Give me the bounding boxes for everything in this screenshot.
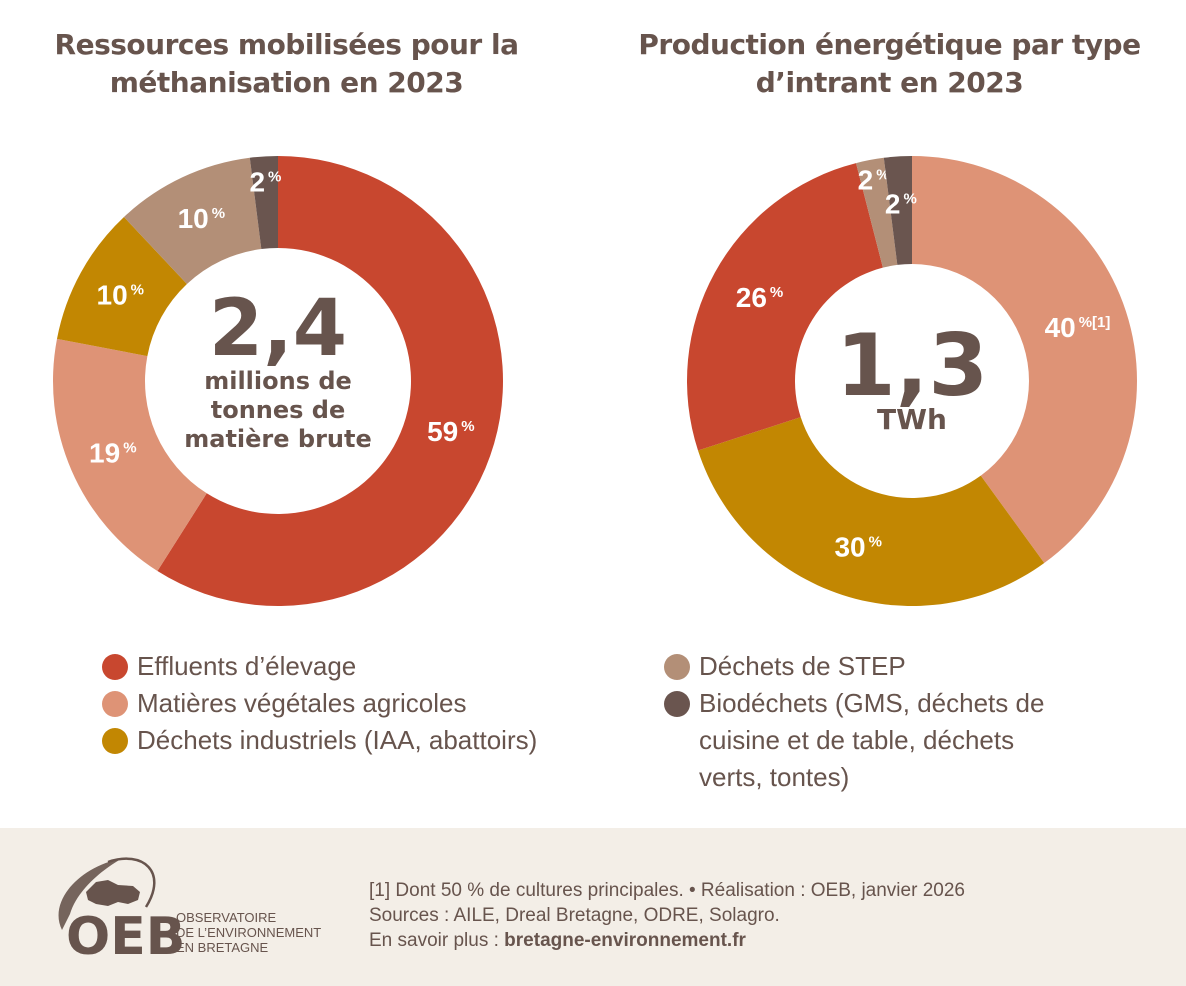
slice-label-vegetales: 19%	[89, 437, 137, 468]
legend-item-biodechets: Biodéchets (GMS, déchets de cuisine et d…	[664, 685, 1084, 796]
legend-item-vegetales: Matières végétales agricoles	[102, 685, 537, 722]
center-value: 1,3	[836, 316, 988, 416]
donut-slice-biodechets	[883, 156, 912, 265]
slice-label-step: 10%	[178, 203, 226, 234]
logo-line-1: OBSERVATOIRE	[176, 910, 277, 925]
center-label-line: tonnes de	[211, 396, 346, 424]
legend-swatch-biodechets	[664, 691, 690, 717]
center-label-line: TWh	[877, 403, 947, 436]
logo-line-3: EN BRETAGNE	[176, 940, 269, 955]
legend-label: Matières végétales agricoles	[137, 688, 467, 718]
slice-label-biodechets: 2%	[885, 188, 917, 219]
donut-slice-effluents	[687, 163, 883, 451]
legend-item-effluents: Effluents d’élevage	[102, 648, 537, 685]
legend-swatch-vegetales	[102, 691, 128, 717]
legend-label: Déchets de STEP	[699, 651, 906, 681]
legend-label: Biodéchets (GMS, déchets de cuisine et d…	[699, 688, 1045, 792]
donut-slice-industriels	[698, 417, 1045, 607]
donut-slice-effluents	[157, 156, 504, 607]
center-label-line: millions de	[204, 367, 352, 395]
donut-slice-step	[123, 157, 262, 285]
slice-label-industriels: 30%	[834, 531, 882, 562]
more-info-prefix: En savoir plus :	[369, 930, 505, 951]
chart-title-left: Ressources mobilisées pour la méthanisat…	[54, 28, 519, 99]
donut-slice-vegetales	[912, 156, 1138, 564]
sources: Sources : AILE, Dreal Bretagne, ODRE, So…	[369, 905, 780, 926]
footer: OEB OBSERVATOIRE DE L’ENVIRONNEMENT EN B…	[0, 828, 1186, 986]
brittany-map-icon	[86, 880, 140, 906]
legend-label: Déchets industriels (IAA, abattoirs)	[137, 725, 538, 755]
logo-orbit-arc	[107, 857, 156, 908]
legend-label: Effluents d’élevage	[137, 651, 357, 681]
legend-swatch-industriels	[102, 728, 128, 754]
legend-right: Déchets de STEP Biodéchets (GMS, déchets…	[664, 648, 1084, 796]
website-link[interactable]: bretagne-environnement.fr	[504, 930, 746, 951]
more-info: En savoir plus : bretagne-environnement.…	[369, 928, 965, 953]
donut-slice-vegetales	[52, 338, 207, 571]
legend-swatch-step	[664, 654, 690, 680]
slice-label-effluents: 26%	[736, 282, 784, 313]
legend-item-industriels: Déchets industriels (IAA, abattoirs)	[102, 722, 537, 759]
logo-acronym: OEB	[66, 907, 185, 962]
donut-slice-industriels	[56, 216, 187, 357]
slice-label-effluents: 59%	[427, 416, 475, 447]
legend-left: Effluents d’élevage Matières végétales a…	[102, 648, 537, 759]
donut-slice-biodechets	[249, 156, 278, 250]
oeb-logo: OEB OBSERVATOIRE DE L’ENVIRONNEMENT EN B…	[58, 857, 321, 962]
legend-item-step: Déchets de STEP	[664, 648, 1084, 685]
logo-orbit-icon	[58, 858, 123, 930]
center-label-line: matière brute	[184, 425, 372, 453]
center-value: 2,4	[209, 284, 347, 374]
footer-notes: [1] Dont 50 % de cultures principales. •…	[369, 878, 965, 953]
slice-label-industriels: 10%	[97, 279, 145, 310]
legend-swatch-effluents	[102, 654, 128, 680]
chart-title-right: Production énergétique par type d’intran…	[638, 28, 1141, 99]
footnote: [1] Dont 50 % de cultures principales. •…	[369, 880, 965, 901]
slice-label-biodechets: 2%	[249, 166, 281, 197]
logo-line-2: DE L’ENVIRONNEMENT	[176, 925, 321, 940]
slice-label-vegetales: 40 %[1]	[1045, 312, 1111, 343]
donut-slice-step	[856, 157, 898, 268]
